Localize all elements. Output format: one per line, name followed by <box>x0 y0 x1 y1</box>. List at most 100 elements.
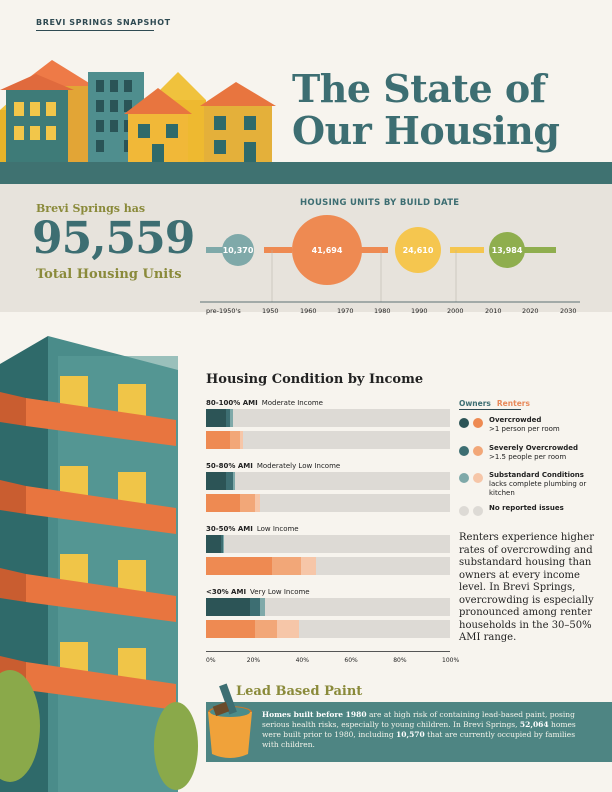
income-name: Moderate Income <box>261 399 323 407</box>
income-group-label: <30% AMI Very Low Income <box>206 588 310 596</box>
lead-text-part-3: that are currently occupied by families … <box>262 730 576 749</box>
owners-segment <box>232 472 236 490</box>
apartment-building-illustration <box>0 336 198 792</box>
lead-text: Homes built before 1980 are at high risk… <box>262 710 592 750</box>
legend-swatches <box>459 506 487 516</box>
renters-segment <box>254 620 277 638</box>
income-name: Moderately Low Income <box>256 462 341 470</box>
legend-swatches <box>459 473 487 483</box>
owner-swatch <box>459 506 469 516</box>
owner-swatch <box>459 446 469 456</box>
renters-bar <box>206 431 450 449</box>
ami-code: 30-50% AMI <box>206 525 253 533</box>
renters-segment <box>271 557 302 575</box>
owners-segment <box>220 535 224 553</box>
renters-segment <box>254 494 260 512</box>
timeline-title: HOUSING UNITS BY BUILD DATE <box>300 198 460 208</box>
legend-swatches <box>459 418 487 428</box>
lead-text-part-2: homes were built prior to 1980, includin… <box>262 720 576 739</box>
renters-segment <box>230 431 241 449</box>
paint-bucket-icon <box>208 683 252 758</box>
legend-item-title: Substandard Conditions <box>489 471 584 479</box>
legend-item-title: No reported issues <box>489 504 564 512</box>
renters-segment <box>206 431 231 449</box>
owner-swatch <box>459 473 469 483</box>
timeline-value-1: 41,694 <box>312 246 343 255</box>
renters-segment <box>240 431 243 449</box>
condition-title: Housing Condition by Income <box>206 372 424 387</box>
condition-summary: Renters experience higher rates of overc… <box>459 532 595 643</box>
legend-item-sub: >1.5 people per room <box>489 453 567 461</box>
legend-item-sub: >1 person per room <box>489 425 560 433</box>
ami-code: 50-80% AMI <box>206 462 253 470</box>
renter-swatch <box>473 473 483 483</box>
lead-title: Lead Based Paint <box>236 684 363 699</box>
total-units-intro: Brevi Springs has <box>36 202 146 215</box>
page-kicker: BREVI SPRINGS SNAPSHOT <box>36 18 171 27</box>
legend-swatches <box>459 446 487 456</box>
timeline-axis-8: 2020 <box>522 307 539 315</box>
build-date-timeline: 10,370 41,694 24,610 13,984 pre-1950's 1… <box>200 215 580 315</box>
renters-segment <box>206 620 255 638</box>
owners-segment <box>225 472 233 490</box>
timeline-axis-0: pre-1950's <box>206 307 241 315</box>
x-tick-label: 60% <box>344 657 358 664</box>
renters-segment <box>206 557 272 575</box>
renters-segment <box>240 494 255 512</box>
owners-segment <box>259 598 265 616</box>
timeline-axis-3: 1970 <box>337 307 354 315</box>
lead-text-emphasis-3: 10,570 <box>396 730 425 739</box>
renters-bar <box>206 494 450 512</box>
x-tick-label: 0% <box>206 657 216 664</box>
income-group-label: 30-50% AMI Low Income <box>206 525 299 533</box>
legend-item-sub: lacks complete plumbing or kitchen <box>489 480 587 497</box>
owners-segment <box>206 409 226 427</box>
x-tick-label: 20% <box>246 657 261 664</box>
legend-renters: Renters <box>496 399 530 408</box>
total-units-label: Total Housing Units <box>36 267 182 282</box>
legend-header: Owners Renters <box>459 399 530 408</box>
owners-segment <box>223 535 225 553</box>
title-line-2: Our Housing <box>292 108 560 153</box>
timeline-axis-4: 1980 <box>374 307 391 315</box>
ami-code: <30% AMI <box>206 588 247 596</box>
owners-segment <box>225 409 231 427</box>
renter-swatch <box>473 506 483 516</box>
timeline-value-0: 10,370 <box>223 246 254 255</box>
legend-owners: Owners <box>459 399 491 408</box>
renter-swatch <box>473 446 483 456</box>
chart-x-axis <box>206 651 450 652</box>
legend-text: Severely Overcrowded >1.5 people per room <box>489 444 589 462</box>
owners-bar <box>206 535 450 553</box>
houses-illustration <box>0 60 276 164</box>
lead-text-emphasis-1: Homes built before 1980 <box>262 710 367 719</box>
income-name: Very Low Income <box>250 588 310 596</box>
title-line-1: The State of <box>292 66 546 111</box>
renters-segment <box>206 494 241 512</box>
x-tick-label: 40% <box>295 657 309 664</box>
timeline-value-2: 24,610 <box>403 246 434 255</box>
income-group-label: 50-80% AMI Moderately Low Income <box>206 462 340 470</box>
renter-swatch <box>473 418 483 428</box>
timeline-axis-6: 2000 <box>447 307 464 315</box>
timeline-axis-2: 1960 <box>300 307 317 315</box>
income-name: Low Income <box>256 525 299 533</box>
owners-bar <box>206 409 450 427</box>
owners-segment <box>249 598 260 616</box>
timeline-axis-9: 2030 <box>560 307 577 315</box>
owners-bar <box>206 472 450 490</box>
owners-segment <box>230 409 233 427</box>
ami-code: 80-100% AMI <box>206 399 258 407</box>
page-title: The State of Our Housing <box>292 66 560 153</box>
owners-segment <box>206 598 250 616</box>
legend-underline <box>459 409 521 410</box>
owners-segment <box>206 472 226 490</box>
timeline-value-3: 13,984 <box>492 246 523 255</box>
renters-segment <box>301 557 316 575</box>
lead-panel <box>206 702 612 762</box>
renters-segment <box>276 620 299 638</box>
lead-text-emphasis-2: 52,064 <box>519 720 549 729</box>
timeline-axis-1: 1950 <box>262 307 279 315</box>
renters-bar <box>206 557 450 575</box>
legend-item-title: Severely Overcrowded <box>489 444 579 452</box>
